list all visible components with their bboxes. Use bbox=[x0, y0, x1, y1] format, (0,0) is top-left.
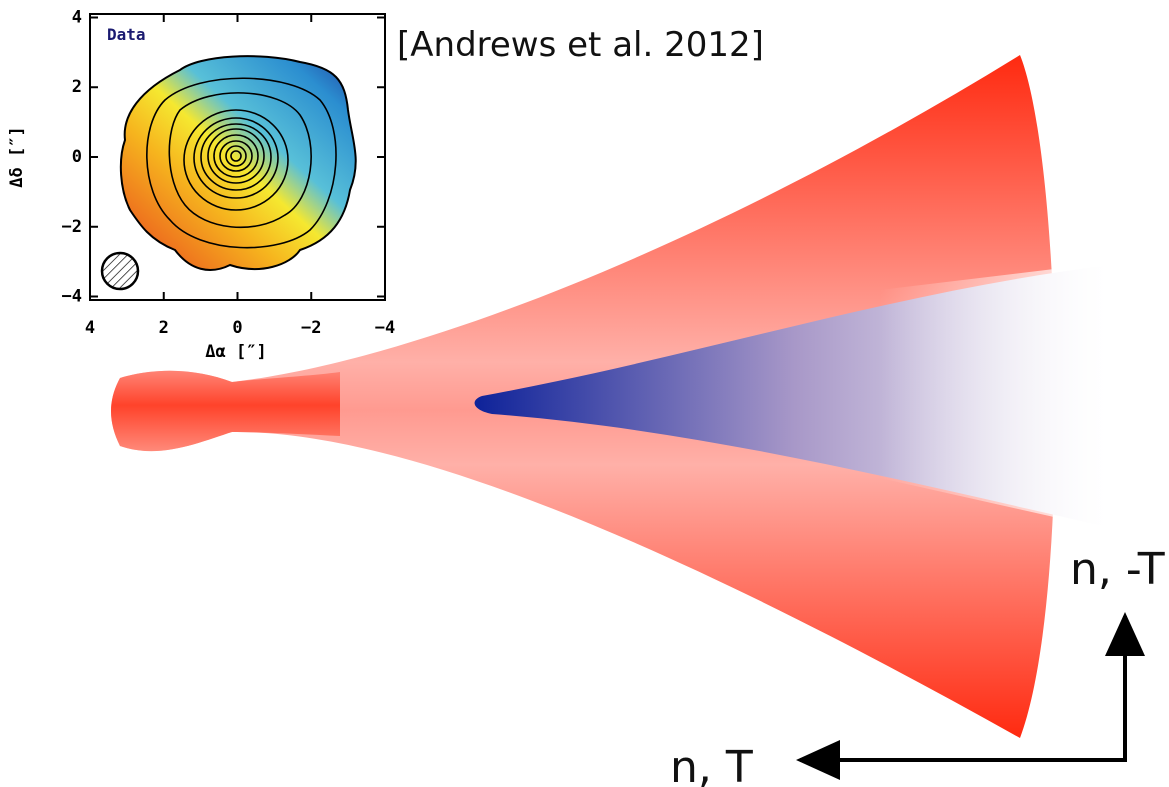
x-axis-label: Δα [″] bbox=[205, 342, 266, 362]
inset-title: Data bbox=[107, 25, 146, 44]
y-tick-label: −4 bbox=[62, 287, 82, 307]
beam bbox=[102, 253, 138, 289]
x-tick-label: −2 bbox=[301, 318, 321, 338]
x-tick-label: −4 bbox=[375, 318, 395, 338]
y-axis-label: Δδ [″] bbox=[7, 126, 27, 187]
inset: Data Δα [″] Δδ [″] bbox=[7, 14, 385, 362]
horizontal-arrow-label: n, T bbox=[670, 742, 753, 787]
x-tick-label: 0 bbox=[232, 318, 242, 338]
y-tick-label: −2 bbox=[62, 217, 82, 237]
vertical-arrow-label: n, -T bbox=[1070, 544, 1165, 595]
y-tick-label: 2 bbox=[72, 77, 82, 97]
y-tick-label: 0 bbox=[72, 147, 82, 167]
x-tick-label: 2 bbox=[159, 318, 169, 338]
disk-neck bbox=[111, 371, 340, 451]
y-tick-label: 4 bbox=[72, 7, 82, 27]
x-tick-label: 4 bbox=[85, 318, 95, 338]
emission-map bbox=[121, 56, 356, 270]
diagram: Data Δα [″] Δδ [″] [Andrews et al. 2012]… bbox=[0, 0, 1169, 787]
citation: [Andrews et al. 2012] bbox=[397, 25, 764, 65]
